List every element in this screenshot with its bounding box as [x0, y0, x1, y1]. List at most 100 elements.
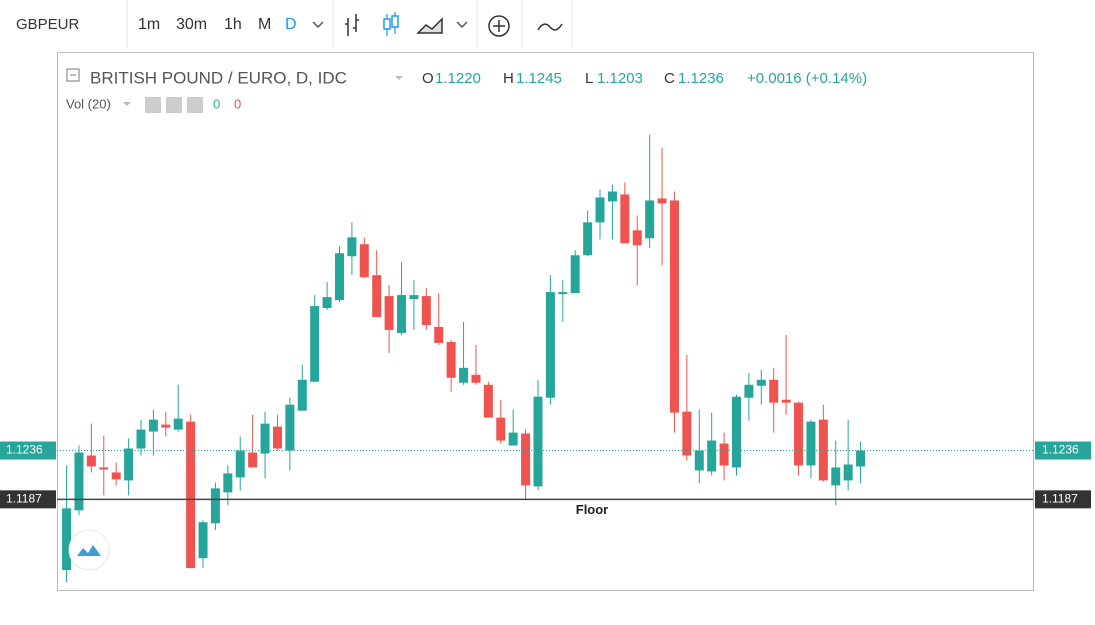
candle-body [794, 402, 804, 466]
candle-body [235, 450, 245, 478]
candle-body [148, 419, 158, 432]
candle-body [781, 399, 791, 403]
legend-value: 1.1220 [435, 70, 481, 87]
candle-body [248, 452, 258, 468]
candle-body [161, 424, 171, 428]
area-icon[interactable] [416, 17, 443, 34]
candle-body [483, 384, 493, 418]
candle-body [446, 341, 456, 378]
candle-body [272, 426, 282, 449]
candle-body [607, 191, 617, 202]
candle-body [570, 255, 580, 294]
logo [77, 545, 101, 556]
floor-tag-label: 1.1187 [1042, 492, 1078, 506]
collapse-icon[interactable] [66, 68, 80, 82]
logo[interactable] [68, 529, 110, 571]
bars-icon[interactable] [345, 14, 359, 36]
candle-body [310, 306, 320, 382]
candle-body [409, 295, 419, 300]
candle-body [558, 292, 568, 295]
candle-body [372, 275, 382, 318]
volume-value: 0 [234, 96, 241, 111]
dropdown-arrow[interactable] [395, 76, 403, 80]
candle-body [397, 295, 407, 333]
candle-body [744, 384, 754, 398]
candle-body [186, 421, 196, 569]
candle-body [359, 244, 369, 278]
candle-body [521, 433, 531, 486]
candle-body [334, 253, 344, 301]
candle-body [223, 473, 233, 493]
candle-body [545, 292, 555, 398]
interval[interactable]: 1h [224, 16, 242, 33]
candle-body [198, 522, 208, 559]
candle-body [111, 472, 121, 480]
labels: 1.1236 1.1236 1.1187 1.1187 Floor [0, 441, 1091, 517]
candle-body [719, 443, 729, 466]
candle-body [297, 379, 307, 411]
dropdown-arrow[interactable] [456, 21, 468, 29]
candles-icon [391, 15, 399, 28]
legend-key: C [664, 70, 675, 87]
legend-value: 1.1245 [516, 70, 562, 87]
candle-body [595, 197, 605, 223]
interval[interactable]: M [258, 16, 271, 33]
candle-body [831, 467, 841, 486]
floor-text: Floor [576, 502, 609, 517]
candle-body [731, 396, 741, 468]
candle-body [459, 367, 469, 383]
settings-icon[interactable] [166, 97, 182, 113]
candle-body [657, 198, 667, 204]
candle-body [86, 455, 96, 467]
floor-tag [1035, 490, 1091, 509]
candle-body [669, 200, 679, 413]
legend-value: 1.1236 [678, 70, 724, 87]
candle-body [173, 418, 183, 430]
legend-key: H [503, 70, 514, 87]
interval[interactable]: 30m [176, 16, 207, 33]
plot-frame [57, 52, 1034, 591]
candle-body [434, 326, 444, 343]
candle-body [682, 411, 692, 456]
candle-body [136, 429, 146, 449]
candle-body [285, 404, 295, 451]
floor-tag [0, 490, 56, 509]
candle-body [124, 448, 134, 481]
candle-body [471, 374, 481, 383]
symbol[interactable]: GBPEUR [16, 16, 80, 33]
legend-key: L [585, 70, 593, 87]
dropdown-arrow[interactable] [312, 21, 324, 29]
candle-body [694, 450, 704, 471]
candle-body [769, 379, 779, 403]
candle-body [260, 423, 270, 454]
legend-value: 1.1203 [597, 70, 643, 87]
volume-value: 0 [213, 96, 220, 111]
candle-body [707, 440, 717, 472]
candle-body [645, 200, 655, 239]
indicator-icon[interactable] [537, 23, 563, 31]
interval[interactable]: D [285, 16, 297, 33]
candle-body [74, 452, 84, 511]
candle-body [210, 488, 220, 524]
candle-body [756, 379, 766, 386]
candle-body [508, 432, 518, 446]
close-icon[interactable] [187, 97, 203, 113]
price-tag-label: 1.1236 [1042, 443, 1079, 457]
candle-body [384, 296, 394, 330]
candle-body [583, 222, 593, 256]
candle-body [806, 421, 816, 466]
add-icon[interactable] [488, 15, 510, 37]
candle-body [533, 396, 543, 487]
dropdown-arrow[interactable] [123, 102, 131, 106]
candle-body [347, 237, 357, 257]
candle-body [843, 464, 853, 481]
legend-key: O [422, 70, 434, 87]
interval[interactable]: 1m [138, 16, 160, 33]
candle-body [99, 467, 109, 470]
candle-body [62, 508, 72, 571]
eye-icon[interactable] [145, 97, 161, 113]
chart-title: BRITISH POUND / EURO, D, IDC [90, 68, 347, 87]
candle-body [496, 417, 506, 441]
price-tag-label: 1.1236 [6, 443, 43, 457]
